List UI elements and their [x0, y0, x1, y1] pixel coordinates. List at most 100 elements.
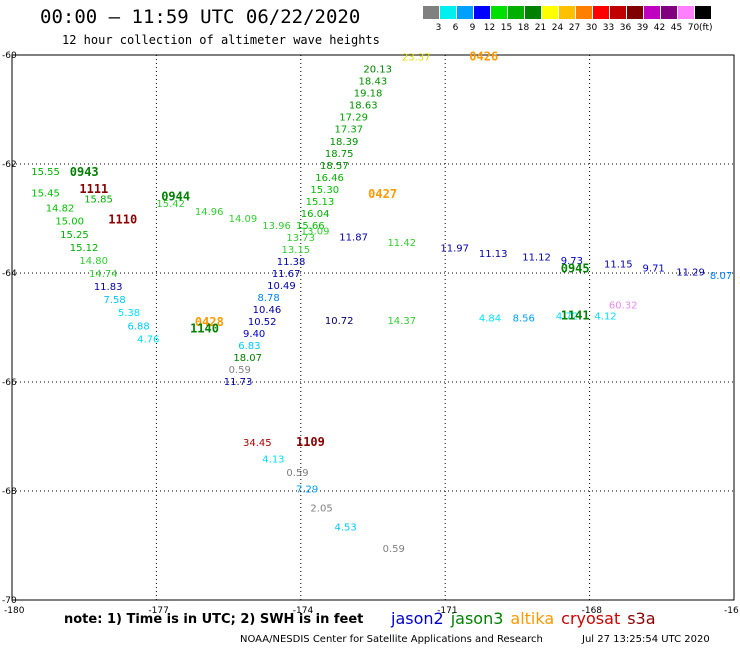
wave-height-label: 4.84 [479, 314, 501, 325]
y-tick-label: -66 [2, 378, 17, 388]
wave-height-label: 13.73 [286, 233, 315, 244]
color-scale-swatch [457, 6, 474, 19]
wave-height-label: 7.58 [103, 295, 125, 306]
color-scale-swatch [678, 6, 695, 19]
pass-time-label: 1109 [296, 435, 325, 449]
color-scale-label: 3 [435, 23, 442, 33]
wave-height-label: 18.57 [320, 161, 349, 172]
wave-height-label: 15.12 [70, 243, 99, 254]
wave-height-label: 0.59 [383, 544, 405, 555]
wave-height-label: 8.78 [257, 293, 279, 304]
wave-height-label: 15.00 [55, 217, 84, 228]
wave-height-label: 13.15 [282, 245, 311, 256]
pass-time-label: 1110 [108, 213, 137, 227]
data-labels: 23.37 20.1318.4319.1818.6317.2917.3718.39… [31, 53, 740, 556]
satellite-legend: jason2 jason3 altika cryosat s3a [391, 609, 663, 628]
x-tick-label: -171 [437, 606, 457, 616]
y-tick-label: -64 [2, 269, 17, 279]
color-scale-swatch [559, 6, 576, 19]
plot-frame [11, 54, 735, 601]
wave-height-label: 11.38 [277, 257, 306, 268]
y-tick-label: -68 [2, 487, 17, 497]
wave-height-label: 14.96 [195, 207, 224, 218]
chart-title: 00:00 – 11:59 UTC 06/22/2020 [40, 6, 361, 28]
wave-height-label: 11.42 [387, 238, 416, 249]
wave-height-label: 0.59 [286, 468, 308, 479]
wave-height-label: 6.83 [238, 341, 260, 352]
units-note: note: 1) Time is in UTC; 2) SWH is in fe… [64, 612, 364, 627]
pass-time-label: 0944 [161, 190, 190, 204]
wave-height-label: 11.12 [522, 253, 551, 264]
wave-height-label: 60.32 [609, 301, 638, 312]
wave-height-label: 16.04 [301, 209, 330, 220]
wave-height-label: 13.09 [301, 226, 330, 237]
gridlines [12, 55, 734, 600]
wave-height-label: 15.42 [156, 199, 185, 210]
color-scale-label: 30 [585, 23, 598, 33]
wave-height-label: 11.13 [479, 249, 508, 260]
x-tick-label: -168 [582, 606, 603, 616]
x-tick-label: -16 [724, 606, 739, 616]
wave-height-label: 15.25 [60, 230, 89, 241]
x-tick-label: -177 [148, 606, 168, 616]
legend-entry-cryosat: cryosat [561, 609, 621, 628]
legend-entry-jason2: jason2 [391, 609, 444, 628]
wave-height-label: 17.29 [339, 113, 368, 124]
wave-height-label: 16.46 [315, 173, 344, 184]
wave-height-label: 34.45 [243, 438, 272, 449]
wave-height-label: 18.43 [359, 77, 388, 88]
wave-height-label: 14.74 [89, 269, 118, 280]
wave-height-label: 15.85 [84, 194, 113, 205]
credit-line: NOAA/NESDIS Center for Satellite Applica… [240, 634, 543, 645]
wave-height-label: 15.30 [310, 185, 339, 196]
pass-time-label: 0427 [368, 187, 397, 201]
color-scale-label: 24 [551, 23, 564, 33]
wave-height-label: 23.37 [402, 53, 431, 64]
wave-height-label: 10.72 [325, 316, 354, 327]
wave-height-label: 0.59 [229, 365, 251, 376]
wave-height-label: 14.82 [46, 204, 75, 215]
wave-height-label: 11.29 [676, 267, 705, 278]
pass-time-label: 1140 [190, 322, 219, 336]
chart-subtitle: 12 hour collection of altimeter wave hei… [62, 33, 380, 47]
color-scale-swatch [661, 6, 678, 19]
color-scale-label: 18 [517, 23, 530, 33]
wave-height-label: 18.75 [325, 149, 354, 160]
color-scale-label: 21 [534, 23, 547, 33]
x-tick-label: -180 [4, 606, 25, 616]
wave-height-label: 11.67 [272, 269, 301, 280]
color-scale-swatch [576, 6, 593, 19]
axis-ticks: -180 -177 -174 -171 -168 -16 -60 -62 -64 -66 -68 -7… [2, 51, 739, 616]
color-scale-swatch [644, 6, 661, 19]
color-scale-label: 70 [687, 23, 700, 33]
time-labels: 0426 0427 0943 1111 0944 1110 0945 1141 04281140… [70, 50, 590, 449]
wave-height-label: 4.72 [556, 312, 578, 323]
wave-height-label: 10.49 [267, 281, 296, 292]
color-scale-swatch [610, 6, 627, 19]
wave-height-label: 6.88 [128, 321, 150, 332]
wave-height-label: 14.09 [229, 214, 258, 225]
color-scale-label: 12 [483, 23, 496, 33]
color-scale-swatch [508, 6, 525, 19]
color-scale-swatch [627, 6, 644, 19]
pass-time-label: 1141 [561, 309, 590, 323]
wave-height-label: 11.87 [339, 232, 368, 243]
pass-time-label: 1111 [79, 182, 108, 196]
color-scale-label: 15 [500, 23, 513, 33]
wave-height-label: 4.12 [594, 312, 616, 323]
color-scale-label: 33 [602, 23, 615, 33]
pass-time-label: 0943 [70, 165, 99, 179]
color-scale-swatch [423, 6, 440, 19]
wave-height-label: 9.40 [243, 329, 265, 340]
legend-entry-s3a: s3a [627, 609, 656, 628]
color-scale-label: 39 [636, 23, 649, 33]
x-tick-label: -174 [293, 606, 314, 616]
wave-height-label: 8.56 [513, 314, 535, 325]
wave-height-label: 4.76 [137, 334, 159, 345]
wave-height-label: 11.83 [94, 282, 123, 293]
color-scale-swatch [491, 6, 508, 19]
wave-height-label: 15.66 [296, 221, 325, 232]
color-scale-label: 42 [653, 23, 666, 33]
wave-height-label: 20.13 [363, 65, 392, 76]
